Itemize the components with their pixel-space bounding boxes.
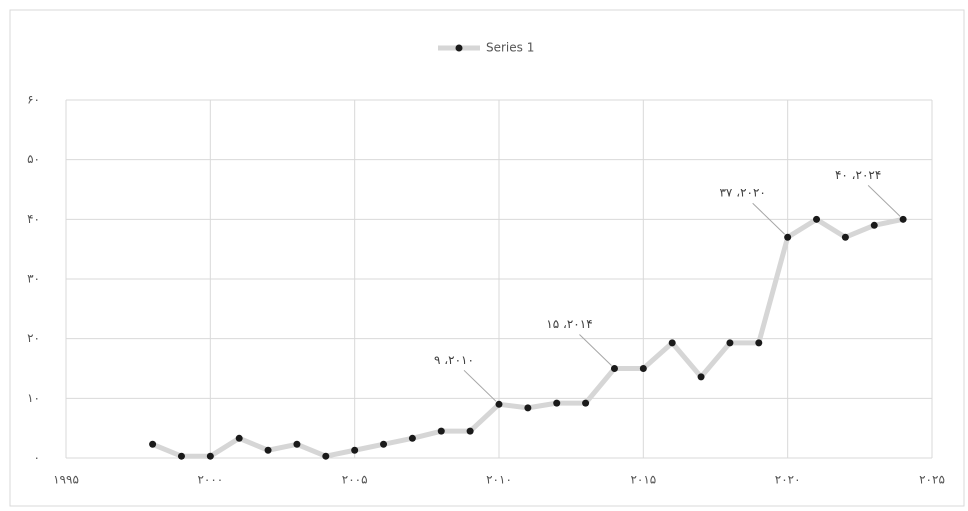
data-point (322, 452, 330, 460)
data-point (380, 440, 388, 448)
leader-line (579, 334, 612, 366)
y-tick-label: ۶۰ (27, 93, 40, 107)
legend-label: Series 1 (486, 41, 534, 55)
data-point (264, 446, 272, 454)
data-point (149, 440, 157, 448)
x-tick-label: ۲۰۲۰ (775, 473, 801, 487)
data-point (553, 399, 561, 407)
data-point (408, 434, 416, 442)
data-point (841, 233, 849, 241)
chart-border (9, 9, 965, 507)
data-point (639, 365, 647, 372)
x-tick-label: ۲۰۱۵ (630, 473, 656, 487)
data-point (755, 339, 763, 347)
y-tick-label: ۴۰ (27, 212, 40, 226)
data-point (899, 215, 907, 223)
data-label: ۹ ،۲۰۱۰ (434, 353, 474, 367)
data-label: ۱۵ ،۲۰۱۴ (546, 317, 592, 331)
data-point (697, 373, 705, 381)
y-tick-label: ۳۰ (27, 272, 40, 286)
data-point (784, 233, 792, 241)
data-point (177, 452, 185, 460)
data-label: ۴۰ ،۲۰۲۴ (835, 168, 881, 182)
leader-line (752, 202, 786, 235)
y-tick-label: ۵۰ (27, 152, 40, 166)
data-point (524, 404, 532, 412)
data-point (610, 365, 618, 372)
x-tick-label: ۱۹۹۵ (53, 473, 79, 487)
data-label: ۳۷ ،۲۰۲۰ (719, 186, 765, 200)
data-point (495, 400, 503, 408)
data-point (437, 427, 445, 435)
data-point (206, 452, 214, 460)
y-tick-label: ۲۰ (27, 331, 40, 345)
x-tick-label: ۲۰۲۵ (919, 473, 945, 487)
x-tick-label: ۲۰۰۵ (342, 473, 368, 487)
x-tick-label: ۲۰۱۰ (486, 473, 512, 487)
data-point (466, 427, 474, 435)
y-tick-label: ۰ (34, 451, 40, 465)
data-point (582, 399, 590, 407)
data-point (813, 215, 821, 223)
data-point (293, 440, 301, 448)
y-tick-label: ۱۰ (27, 391, 40, 405)
data-point (351, 446, 359, 454)
leader-line (463, 369, 497, 402)
data-point (726, 339, 734, 347)
data-point (668, 339, 676, 347)
x-tick-label: ۲۰۰۰ (197, 473, 223, 487)
data-point (870, 221, 878, 229)
legend-marker (455, 44, 463, 52)
data-point (235, 434, 243, 442)
leader-line (867, 184, 901, 217)
